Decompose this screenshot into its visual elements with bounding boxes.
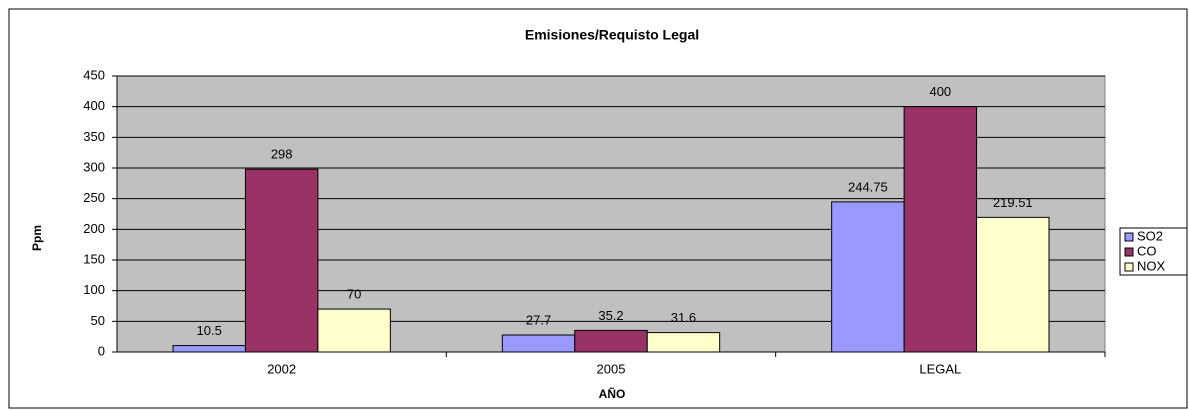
bar xyxy=(976,216,1050,353)
y-tick-label: 350 xyxy=(83,129,105,144)
bar xyxy=(244,168,319,353)
legend-swatch xyxy=(1124,247,1134,257)
x-tick-label: LEGAL xyxy=(919,361,961,376)
y-tick-label: 300 xyxy=(83,159,105,174)
y-tick-label: 50 xyxy=(91,313,105,328)
y-tick-label: 400 xyxy=(83,98,105,113)
x-tick-label: 2002 xyxy=(267,361,296,376)
bar xyxy=(574,329,648,353)
bar xyxy=(903,106,978,353)
bar xyxy=(501,334,576,353)
legend-swatch xyxy=(1124,232,1134,242)
data-label: 27.7 xyxy=(526,312,551,327)
data-label: 400 xyxy=(929,84,951,99)
y-tick-label: 450 xyxy=(83,67,105,82)
data-label: 35.2 xyxy=(598,308,623,323)
y-tick-label: 200 xyxy=(83,221,105,236)
x-tick-label: 2005 xyxy=(597,361,626,376)
bar xyxy=(172,345,246,353)
y-tick-label: 100 xyxy=(83,282,105,297)
bar xyxy=(317,308,391,353)
y-tick-label: 250 xyxy=(83,190,105,205)
data-label: 244.75 xyxy=(848,179,888,194)
legend-label: NOX xyxy=(1137,258,1166,273)
bar xyxy=(646,332,721,353)
bar xyxy=(831,201,905,353)
legend-label: CO xyxy=(1137,243,1157,258)
data-label: 219.51 xyxy=(993,195,1033,210)
data-label: 70 xyxy=(347,287,361,302)
y-axis-label: Ppm xyxy=(30,225,44,251)
data-label: 31.6 xyxy=(671,310,696,325)
chart-title: Emisiones/Requisto Legal xyxy=(525,27,699,43)
legend-label: SO2 xyxy=(1137,228,1163,243)
data-label: 298 xyxy=(271,147,293,162)
y-tick-label: 150 xyxy=(83,251,105,266)
y-tick-label: 0 xyxy=(98,343,105,358)
x-axis-label: AÑO xyxy=(599,386,626,401)
legend-swatch xyxy=(1124,262,1134,272)
data-label: 10.5 xyxy=(197,323,222,338)
